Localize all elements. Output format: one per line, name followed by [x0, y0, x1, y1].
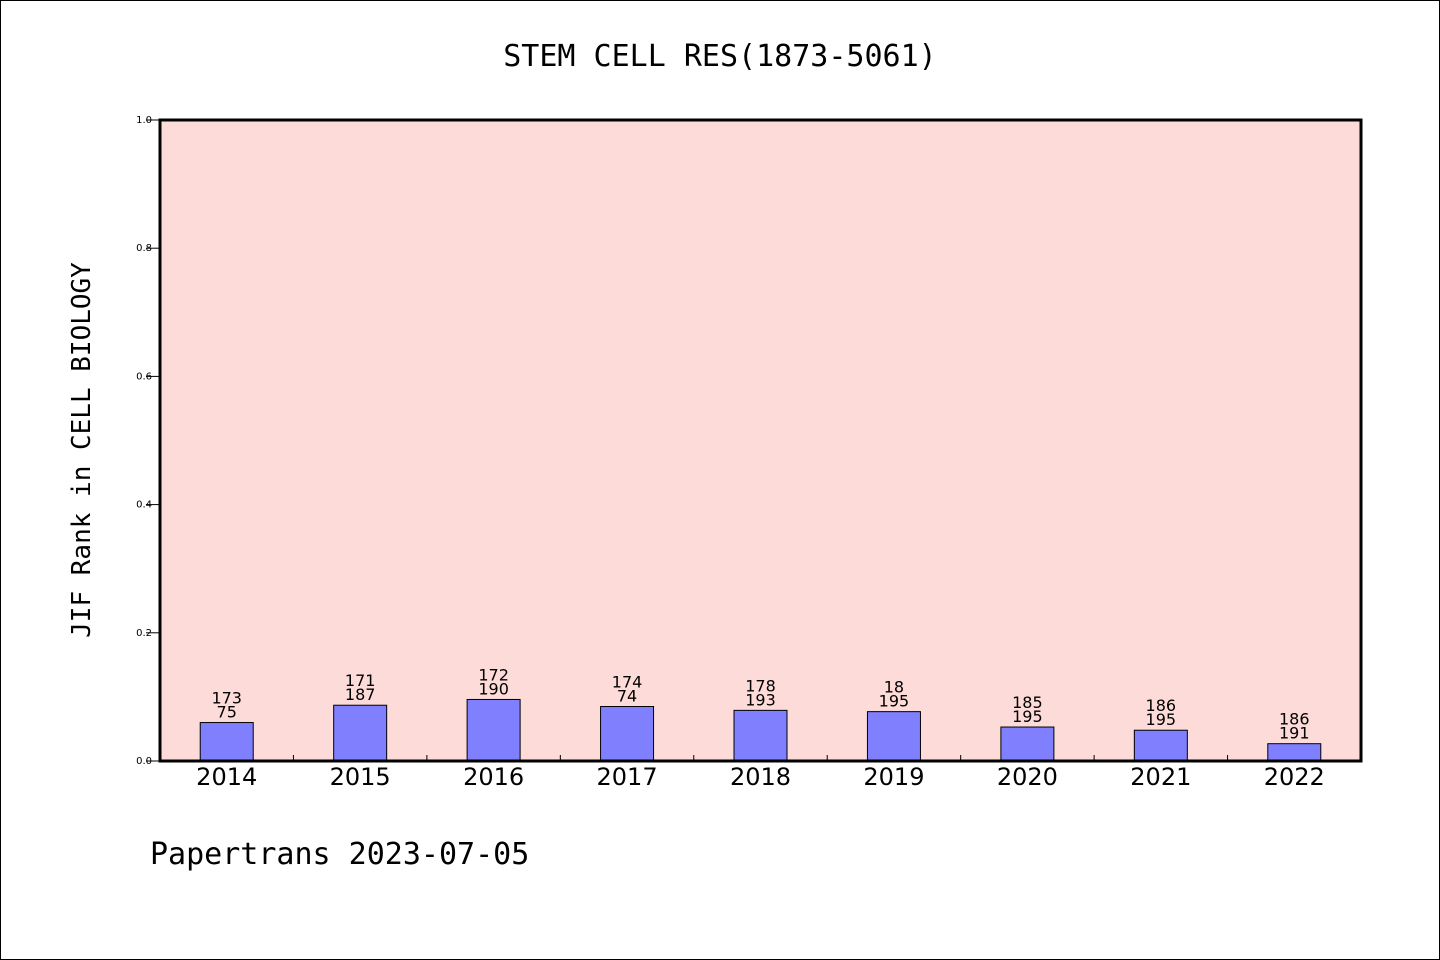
- bar: [1133, 729, 1188, 762]
- bar-label-lower: 195: [1012, 707, 1043, 726]
- bar-label-upper: 186: [1146, 696, 1177, 715]
- bar: [1267, 743, 1322, 762]
- bar-label-upper: 174: [612, 673, 643, 692]
- x-tick-label: 2020: [997, 763, 1058, 791]
- bar-label-lower: 195: [879, 692, 910, 711]
- chart-title: STEM CELL RES(1873-5061): [503, 39, 936, 74]
- x-tick-label: 2017: [597, 763, 658, 791]
- y-axis-label: JIF Rank in CELL BIOLOGY: [67, 262, 97, 638]
- bar-label-upper: 185: [1012, 693, 1043, 712]
- y-tick-label: 0.8: [136, 243, 152, 254]
- footer-text: Papertrans 2023-07-05: [150, 837, 529, 872]
- plot-area: [160, 120, 1361, 761]
- y-tick-label: 0.2: [136, 628, 152, 639]
- bar: [866, 711, 921, 762]
- x-tick-label: 2014: [196, 763, 257, 791]
- bar: [466, 698, 521, 762]
- y-axis-ticks: 0.0 0.2 0.4 0.6 0.8 1.0: [136, 115, 160, 767]
- y-tick-label: 0.0: [136, 756, 152, 767]
- bar: [333, 704, 388, 762]
- bar-label-upper: 186: [1279, 710, 1310, 729]
- y-tick-label: 1.0: [136, 115, 152, 126]
- plot-border: [158, 118, 1363, 763]
- x-tick-label: 2015: [330, 763, 391, 791]
- bar-label-lower: 195: [1146, 710, 1177, 729]
- bar-label-lower: 75: [217, 703, 237, 722]
- x-tick-label: 2019: [863, 763, 924, 791]
- bar: [199, 722, 254, 762]
- y-tick-label: 0.6: [136, 371, 152, 382]
- bar-label-upper: 178: [745, 676, 776, 695]
- bar-label-lower: 193: [745, 690, 776, 709]
- bar-label-upper: 172: [478, 665, 509, 684]
- x-tick-label: 2022: [1264, 763, 1325, 791]
- bar-label-lower: 74: [617, 687, 637, 706]
- x-tick-label: 2016: [463, 763, 524, 791]
- bar: [1000, 726, 1055, 762]
- bar: [733, 709, 788, 762]
- bar-label-upper: 173: [211, 689, 242, 708]
- bar-label-upper: 18: [884, 678, 904, 697]
- bar: [600, 706, 655, 762]
- bar-label-lower: 187: [345, 685, 376, 704]
- y-tick-label: 0.4: [136, 500, 152, 511]
- x-axis-ticks: 2014 2015 2016 2017 2018 2019 2020 2021 2022: [196, 755, 1325, 791]
- x-tick-label: 2018: [730, 763, 791, 791]
- bar-label-upper: 171: [345, 671, 376, 690]
- bar-label-lower: 191: [1279, 724, 1310, 743]
- x-tick-label: 2021: [1130, 763, 1191, 791]
- bar-label-lower: 190: [478, 679, 509, 698]
